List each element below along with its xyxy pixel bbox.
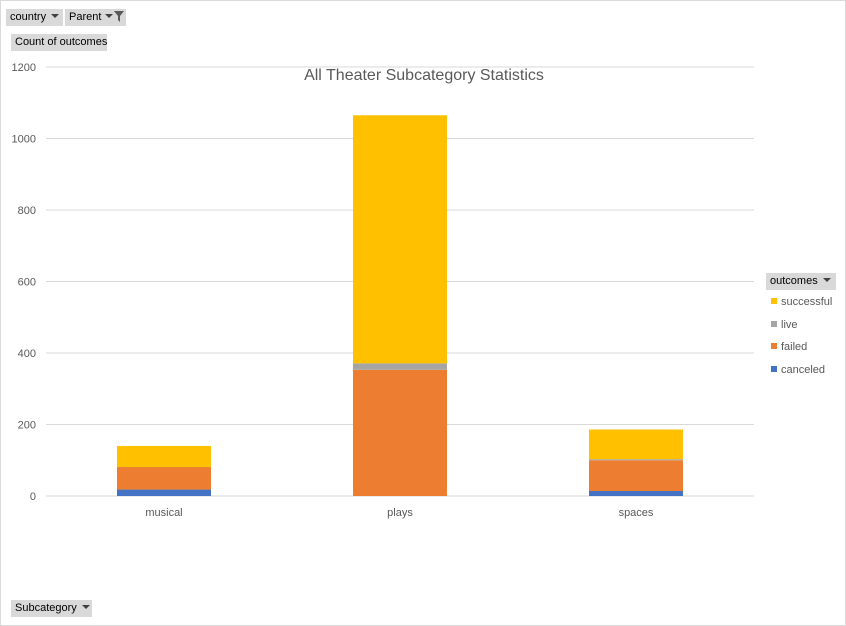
x-tick-label: plays: [387, 507, 413, 519]
filter-icon: [114, 10, 125, 22]
legend-item-failed[interactable]: failed: [771, 340, 807, 354]
legend-swatch: [771, 320, 777, 327]
legend-field-button[interactable]: outcomes: [766, 273, 836, 290]
legend-label: failed: [781, 341, 808, 353]
bar-segment-successful-spaces[interactable]: [589, 429, 683, 460]
y-tick-label: 200: [18, 420, 36, 432]
chevron-down-icon: [81, 605, 90, 610]
y-tick-label: 1200: [12, 62, 36, 74]
chevron-down-icon: [51, 14, 60, 19]
y-tick-label: 0: [30, 491, 36, 503]
bar-segment-successful-plays[interactable]: [353, 115, 447, 364]
bar-segment-canceled-musical[interactable]: [117, 489, 211, 496]
bar-segment-successful-musical[interactable]: [117, 445, 211, 468]
legend-swatch: [771, 343, 777, 350]
chart-title: All Theater Subcategory Statistics: [304, 67, 544, 84]
legend-item-canceled[interactable]: canceled: [771, 363, 825, 377]
legend-label: successful: [781, 296, 833, 308]
x-tick-label: spaces: [619, 507, 654, 519]
value-field-label: Count of outcomes: [15, 36, 108, 48]
legend-label: canceled: [781, 363, 826, 376]
y-tick-label: 1000: [12, 134, 36, 146]
country-filter-button[interactable]: country: [6, 9, 63, 26]
legend-item-successful[interactable]: successful: [771, 295, 832, 309]
x-tick-label: musical: [145, 507, 182, 519]
axis-field-label: Subcategory: [15, 602, 77, 614]
bar-segment-failed-plays[interactable]: [353, 369, 447, 496]
axis-field-button[interactable]: Subcategory: [11, 600, 92, 617]
legend-swatch: [771, 365, 777, 372]
y-tick-label: 800: [18, 205, 36, 217]
legend-item-live[interactable]: live: [771, 318, 798, 332]
chevron-down-icon: [105, 14, 114, 19]
parent-filter-label: Parent: [69, 11, 102, 23]
legend-field-label: outcomes: [770, 275, 818, 287]
bar-segment-canceled-spaces[interactable]: [589, 490, 683, 496]
country-filter-label: country: [10, 11, 47, 23]
y-tick-label: 600: [18, 277, 36, 289]
bar-segment-live-plays[interactable]: [353, 363, 447, 370]
bar-segment-live-spaces[interactable]: [589, 459, 683, 461]
bar-segment-failed-spaces[interactable]: [589, 460, 683, 491]
value-field-button[interactable]: Count of outcomes: [11, 34, 107, 51]
bar-segment-failed-musical[interactable]: [117, 467, 211, 490]
legend-swatch: [771, 298, 777, 305]
legend-label: live: [781, 318, 798, 331]
y-tick-label: 400: [18, 348, 36, 360]
parent-filter-button[interactable]: Parent: [65, 9, 126, 26]
chevron-down-icon: [822, 278, 831, 283]
